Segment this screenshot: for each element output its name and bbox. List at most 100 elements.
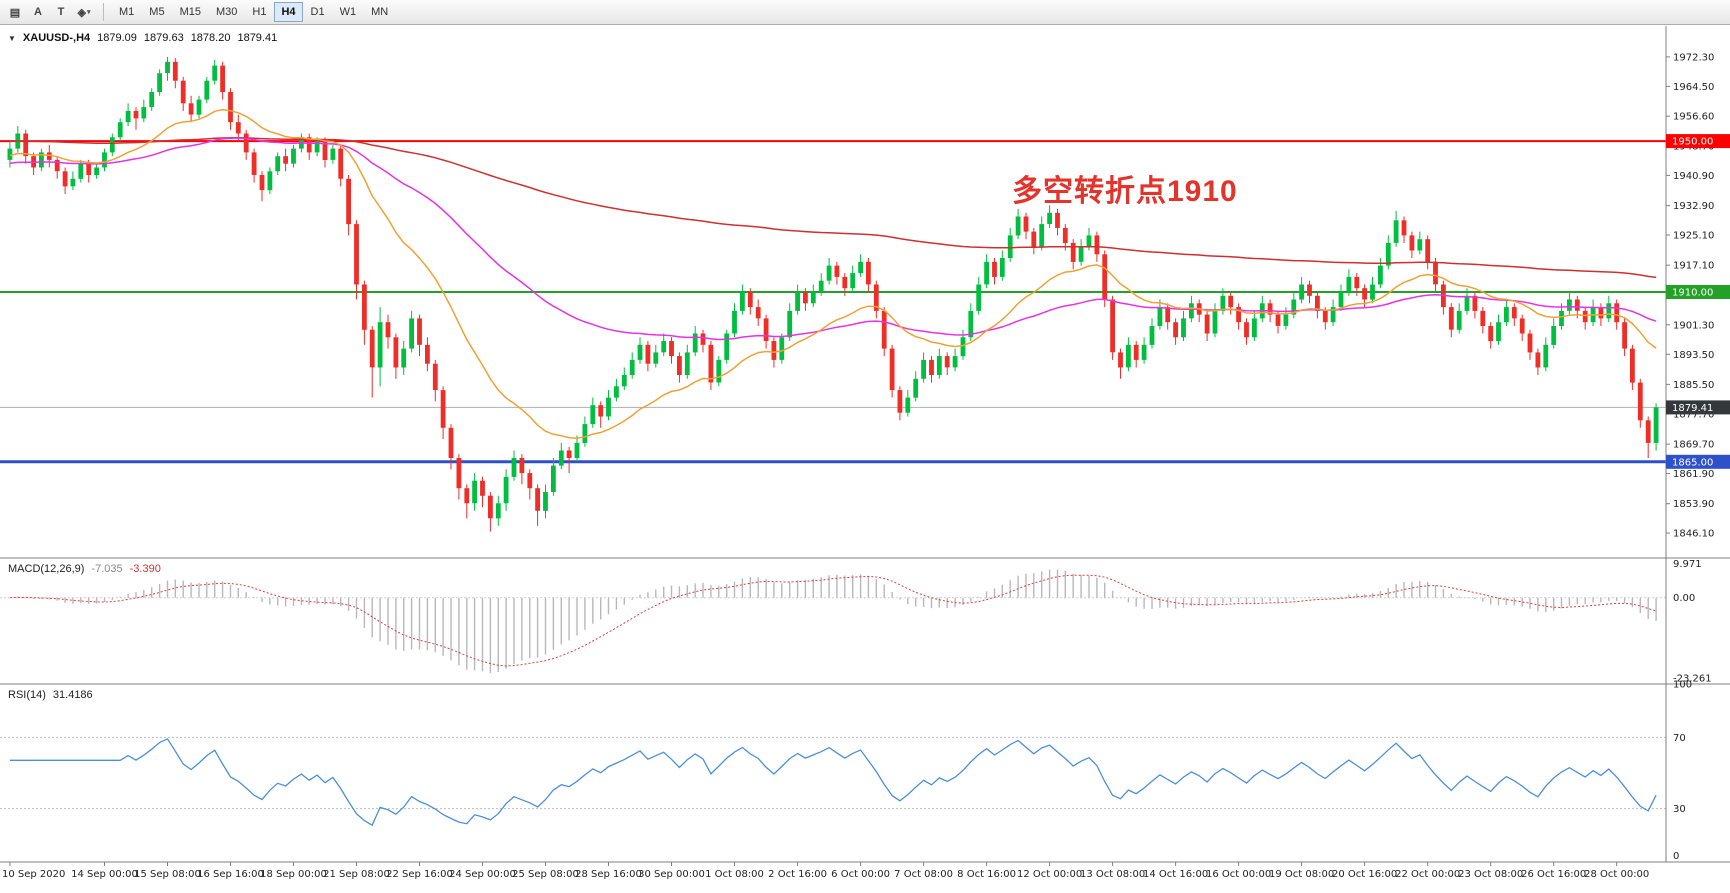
candle-body [1157,307,1163,326]
candle-body [1315,295,1320,311]
candle-body [133,110,139,119]
candle-body [196,99,202,115]
candle-body [873,284,879,311]
objects-dropdown-icon: ◈ [77,6,86,19]
timeframe-button-m1[interactable]: M1 [112,2,141,22]
candle-body [7,148,13,160]
timeframe-button-m5[interactable]: M5 [142,2,171,22]
price-tick-label: 1932.90 [1673,201,1714,212]
candle-body [362,284,367,330]
time-tick-label: 10 Sep 2020 [2,869,65,880]
candle-body [117,122,123,138]
candle-body [472,480,477,504]
chart-region: 1972.301964.501956.601948.701940.901932.… [0,26,1730,893]
candle-body [637,344,643,360]
candle-body [283,156,288,164]
candle-body [960,337,966,357]
candle-body [1149,326,1155,345]
rsi-axis-label: 30 [1673,804,1686,815]
candle-body [1307,284,1312,296]
candle-body [645,344,651,364]
candle-body [243,133,249,153]
time-tick-label: 8 Oct 16:00 [957,869,1016,880]
candle-body [46,152,52,160]
candle-body [1488,326,1494,342]
annotation-text[interactable]: 多空转折点1910 [1012,175,1238,208]
candle-body [354,224,359,285]
rsi-name: RSI(14) [8,689,46,701]
candle-body [566,450,572,458]
candle-body [251,152,257,175]
candle-body [661,341,667,353]
candle-body [543,492,548,511]
chart-window-button[interactable]: ▤ [4,2,26,22]
candle-body [1480,310,1486,326]
price-tick-label: 1893.50 [1673,350,1714,361]
candle-body [1141,344,1147,360]
timeframe-button-m30[interactable]: M30 [209,2,244,22]
time-tick-label: 16 Oct 00:00 [1206,869,1271,880]
timeframe-button-h4[interactable]: H4 [274,2,303,22]
candle-body [1496,322,1501,342]
candle-body [275,156,281,172]
candle-body [409,318,414,349]
macd-axis-label: 9.971 [1673,559,1702,570]
collapse-triangle-icon[interactable]: ▼ [8,33,16,43]
macd-signal-value: -3.390 [129,563,161,575]
timeframe-button-mn[interactable]: MN [364,2,395,22]
text-tool-button[interactable]: A [27,2,49,22]
symbol-timeframe-label: XAUUSD-,H4 [22,32,91,44]
candle-body [1322,310,1328,323]
candle-body [936,356,942,375]
candle-body [677,356,682,375]
candle-body [1582,310,1588,323]
timeframe-button-m15[interactable]: M15 [173,2,208,22]
time-tick-label: 21 Sep 08:00 [323,869,390,880]
timeframe-button-h1[interactable]: H1 [245,2,273,22]
rsi-axis-label: 0 [1673,851,1679,862]
candle-body [94,167,99,175]
objects-dropdown-button[interactable]: ◈ ▾ [73,2,95,22]
candle-body [1267,303,1273,315]
time-tick-label: 12 Oct 00:00 [1017,869,1082,880]
candle-body [1370,284,1375,300]
candle-body [456,458,462,489]
candle-body [1354,276,1360,289]
candle-body [1409,235,1415,251]
candle-body [1630,348,1635,383]
candle-body [1015,216,1021,236]
candle-body [913,378,919,398]
candle-body [393,337,399,368]
candle-body [149,92,155,108]
candle-body [606,397,611,417]
candle-body [212,65,218,81]
candle-body [1614,303,1620,323]
candle-body [716,359,722,383]
chart-canvas[interactable]: 1972.301964.501956.601948.701940.901932.… [0,26,1730,893]
candle-body [684,352,690,375]
macd-signal-line [9,574,1657,667]
timeframe-button-d1[interactable]: D1 [304,2,332,22]
type-tool-button[interactable]: T [50,2,72,22]
candle-body [1606,303,1612,319]
candle-body [779,337,785,360]
candle-body [1448,307,1454,330]
candle-body [259,175,265,191]
candle-body [968,310,974,338]
candle-body [1338,292,1344,308]
candle-body [1094,235,1100,255]
candle-body [614,386,619,398]
candle-body [598,405,604,417]
candle-body [165,61,170,74]
candle-body [448,427,454,458]
candle-body [1504,307,1509,323]
candle-body [795,292,800,311]
time-tick-label: 13 Oct 08:00 [1080,869,1145,880]
ma-line-fast [9,108,1657,439]
time-tick-label: 28 Oct 00:00 [1584,869,1649,880]
candle-body [527,473,533,489]
chart-window-icon: ▤ [9,6,21,19]
timeframe-button-w1[interactable]: W1 [333,2,364,22]
price-badge-1950.00-label: 1950.00 [1672,137,1713,148]
candle-body [1543,344,1549,368]
